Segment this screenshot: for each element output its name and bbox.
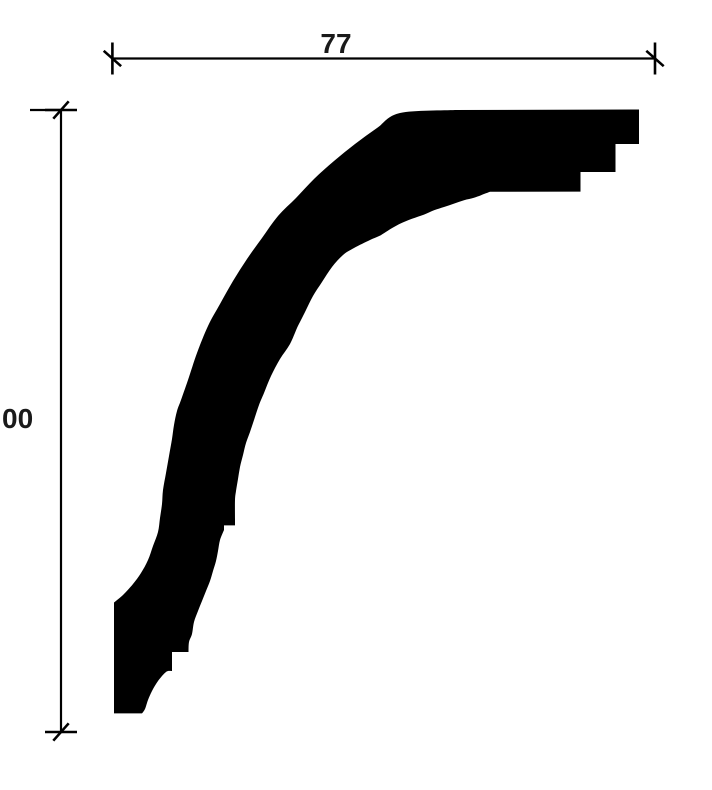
svg-text:00: 00 [2, 403, 33, 434]
svg-text:77: 77 [320, 28, 351, 59]
